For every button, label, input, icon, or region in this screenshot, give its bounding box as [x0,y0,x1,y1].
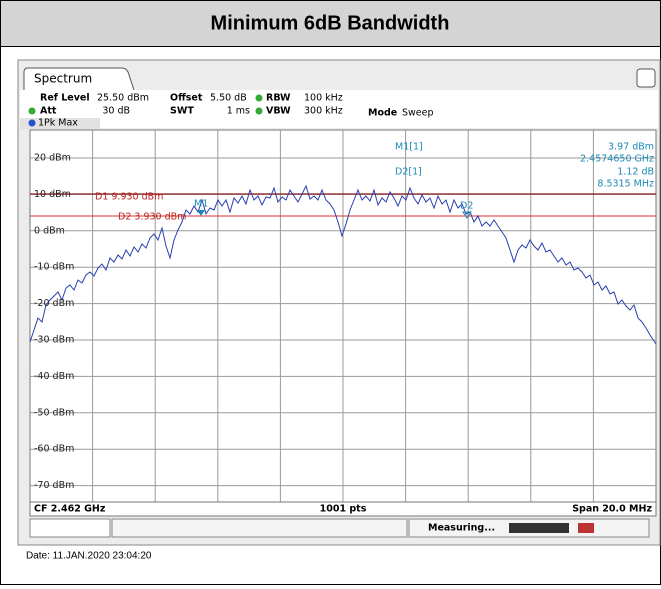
marker-info: D2[1] [395,167,422,178]
dot [28,119,36,127]
y-label: -60 dBm [34,444,74,455]
settings-panel [20,90,658,128]
setting: 30 dB [102,106,130,117]
footer-pts: 1001 pts [320,504,367,515]
setting: 100 kHz [304,93,343,104]
marker-info: 8.5315 MHz [597,179,654,190]
status-field [29,518,111,538]
dot [28,107,36,115]
trace-label: 1Pk Max [38,118,78,129]
marker-d2 [462,211,472,219]
y-label: -70 dBm [34,480,74,491]
marker-info: M1[1] [395,142,423,153]
status-field [111,518,408,538]
d2-label: D2 3.930 dBm [118,212,186,223]
marker-info: 3.97 dBm [608,142,654,153]
dot [255,94,263,102]
marker-table: M1[1] 3.97 dBm 2.4574650 GHz D2[1] 1.12 … [395,142,654,190]
y-label: -50 dBm [34,407,74,418]
dot [255,107,263,115]
marker-m1 [197,210,205,216]
footer-cf: CF 2.462 GHz [34,504,106,515]
y-label: -40 dBm [34,371,74,382]
setting: Mode [368,108,397,119]
marker-info: 1.12 dB [617,167,654,178]
setting: Att [40,106,57,117]
setting: VBW [266,106,291,117]
d1-label: D1 9.930 dBm [95,192,163,203]
footer-bar [29,501,657,517]
marker-info: 2.4574650 GHz [580,154,654,165]
y-label: -30 dBm [34,335,74,346]
y-label: -10 dBm [34,262,74,273]
status: Measuring... [428,523,495,534]
setting: Sweep [402,108,434,119]
setting: Offset [170,93,203,104]
trace-tag [20,118,100,129]
y-label: 0 dBm [34,225,65,236]
menu-button[interactable] [636,68,656,88]
tab[interactable] [23,67,135,91]
title: Minimum 6dB Bandwidth [211,12,450,34]
grid [30,130,656,502]
marker-d2-label: D2 [460,201,473,212]
setting: Ref Level [40,93,90,104]
date: Date: 11.JAN.2020 23:04:20 [26,551,152,562]
trace [29,184,657,345]
setting: 300 kHz [304,106,343,117]
setting: 25.50 dBm [97,93,149,104]
tab-label: Spectrum [34,72,92,86]
setting: 5.50 dB [210,93,247,104]
setting: SWT [170,106,194,117]
setting: RBW [266,93,291,104]
y-label: 10 dBm [34,189,71,200]
y-label: -20 dBm [34,298,74,309]
marker-m1-label: M1 [194,199,208,210]
progress-bar [509,523,569,533]
y-label: 20 dBm [34,153,71,164]
title-bar [0,0,661,47]
footer-span: Span 20.0 MHz [572,504,652,515]
settings: Ref Level 25.50 dBm Offset 5.50 dB RBW 1… [28,93,434,119]
status-icon [578,523,594,533]
setting: 1 ms [227,106,250,117]
